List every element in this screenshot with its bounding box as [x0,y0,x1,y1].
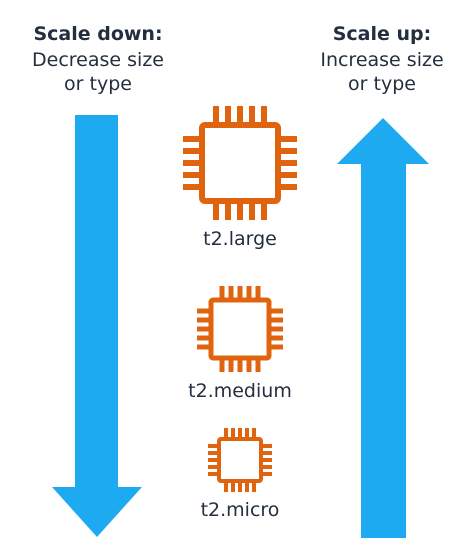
cpu-chip-icon [183,106,297,220]
instance-label-large: t2.large [203,228,277,250]
cpu-chip-icon [208,428,272,492]
instance-label-medium: t2.medium [188,380,292,402]
scale-down-title: Scale down: [33,23,163,45]
scale-down-heading: Scale down: Decrease size or type [18,22,178,96]
instance-micro: t2.micro [160,426,320,522]
instance-label-micro: t2.micro [200,499,280,521]
instance-large: t2.large [160,103,320,251]
scale-up-subtitle: Increase size or type [320,49,444,95]
arrow-up-icon [337,118,429,538]
scale-up-heading: Scale up: Increase size or type [302,22,462,96]
scale-down-subtitle: Decrease size or type [32,49,164,95]
scale-up-title: Scale up: [332,23,432,45]
instance-medium: t2.medium [160,283,320,403]
cpu-chip-icon [197,286,283,372]
arrow-down-icon [52,115,142,537]
